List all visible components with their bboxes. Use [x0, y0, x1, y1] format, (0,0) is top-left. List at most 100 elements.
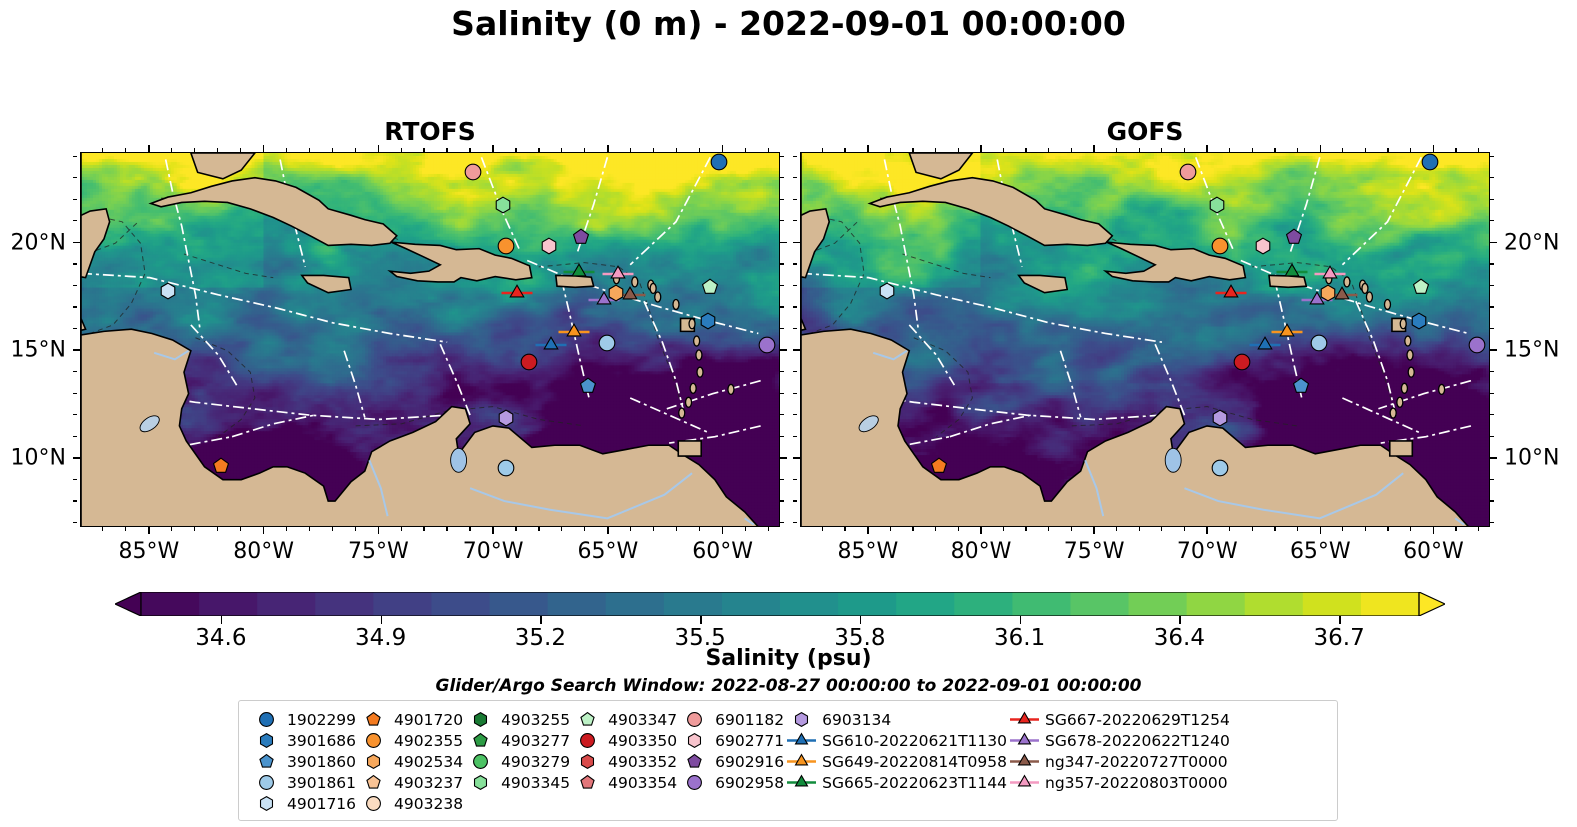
map-marker[interactable]: [497, 459, 514, 477]
legend-item[interactable]: 3901861: [249, 772, 356, 793]
legend-item[interactable]: 4903350: [570, 730, 677, 751]
legend-marker-icon: [784, 730, 818, 751]
legend-marker-icon: [677, 772, 711, 793]
map-marker[interactable]: [758, 336, 776, 354]
axis-tick: [889, 148, 891, 152]
map-marker[interactable]: [497, 409, 514, 427]
map-marker[interactable]: [497, 237, 514, 255]
legend-item[interactable]: 4901720: [356, 709, 463, 730]
axis-tick: [793, 327, 797, 330]
map-marker[interactable]: [1320, 284, 1337, 302]
legend-item-label: 4903347: [604, 711, 677, 729]
axis-tick: [793, 284, 797, 287]
legend-item[interactable]: 4903352: [570, 751, 677, 772]
legend-item[interactable]: 6902958: [677, 772, 784, 793]
map-marker[interactable]: [1275, 262, 1308, 280]
map-marker[interactable]: [1211, 409, 1228, 427]
legend-item[interactable]: 4903255: [463, 709, 570, 730]
map-marker[interactable]: [1410, 312, 1427, 330]
legend-item[interactable]: 4903237: [356, 772, 463, 793]
map-marker[interactable]: [1211, 459, 1228, 477]
legend-item[interactable]: 4903345: [463, 772, 570, 793]
axis-tick: [780, 500, 784, 502]
legend-item[interactable]: SG665-20220623T1144: [784, 772, 1007, 793]
map-marker[interactable]: [212, 457, 230, 474]
map-marker[interactable]: [563, 262, 596, 280]
map-marker[interactable]: [607, 284, 624, 302]
axis-tick: [216, 148, 219, 152]
x-axis-label: 85°W: [837, 539, 898, 564]
map-marker[interactable]: [573, 228, 590, 246]
axis-tick: [102, 148, 104, 152]
map-marker[interactable]: [1214, 284, 1247, 302]
axis-tick: [607, 145, 609, 152]
map-marker[interactable]: [701, 278, 718, 295]
legend-item[interactable]: 6902916: [677, 751, 784, 772]
legend-item[interactable]: 3901686: [249, 730, 356, 751]
map-marker[interactable]: [1233, 353, 1251, 371]
legend-item[interactable]: 4902534: [356, 751, 463, 772]
map-marker[interactable]: [1412, 278, 1429, 295]
legend-item[interactable]: 4903354: [570, 772, 677, 793]
map-marker[interactable]: [520, 353, 537, 371]
map-canvas-rtofs[interactable]: [80, 152, 780, 527]
legend-item[interactable]: 4903277: [463, 730, 570, 751]
map-marker[interactable]: [602, 264, 635, 282]
legend-item[interactable]: SG610-20220621T1130: [784, 730, 1007, 751]
map-marker[interactable]: [1421, 153, 1439, 170]
legend-item[interactable]: 1902299: [249, 709, 356, 730]
legend-item[interactable]: 6903134: [784, 709, 1007, 730]
legend-item[interactable]: 4901716: [249, 793, 356, 814]
axis-tick: [1432, 527, 1435, 534]
map-marker[interactable]: [1292, 377, 1310, 394]
axis-tick: [1161, 527, 1163, 531]
legend-item[interactable]: SG649-20220814T0958: [784, 751, 1007, 772]
axis-tick: [446, 527, 448, 531]
axis-tick: [780, 349, 787, 352]
map-marker[interactable]: [710, 153, 728, 170]
legend-item[interactable]: ng357-20220803T0000: [1007, 772, 1230, 793]
colorbar-tick: [859, 616, 862, 624]
map-marker[interactable]: [1286, 228, 1303, 246]
map-marker[interactable]: [1271, 322, 1304, 340]
legend-item[interactable]: SG667-20220629T1254: [1007, 709, 1230, 730]
legend-marker-icon: [463, 772, 497, 793]
legend-item[interactable]: 4903238: [356, 793, 463, 814]
axis-tick: [73, 435, 77, 437]
legend-item[interactable]: 6901182: [677, 709, 784, 730]
map-marker[interactable]: [501, 284, 534, 302]
map-marker[interactable]: [558, 322, 591, 340]
map-marker[interactable]: [1179, 164, 1197, 181]
axis-tick: [584, 527, 586, 531]
map-marker[interactable]: [541, 237, 558, 255]
legend-item[interactable]: ng347-20220727T0000: [1007, 751, 1230, 772]
legend-item[interactable]: SG678-20220622T1240: [1007, 730, 1230, 751]
map-marker[interactable]: [1209, 196, 1226, 214]
map-canvas-gofs[interactable]: [800, 152, 1490, 527]
map-marker[interactable]: [1310, 334, 1328, 352]
map-marker[interactable]: [1211, 237, 1228, 255]
map-marker[interactable]: [495, 196, 512, 214]
legend-item[interactable]: 4903279: [463, 751, 570, 772]
map-marker[interactable]: [580, 377, 597, 394]
map-marker[interactable]: [930, 457, 948, 474]
map-marker[interactable]: [160, 282, 177, 300]
map-marker[interactable]: [465, 164, 482, 181]
colorbar-tick: [700, 616, 702, 624]
legend-item[interactable]: 4903347: [570, 709, 677, 730]
axis-tick: [73, 349, 80, 352]
legend-item[interactable]: 4902355: [356, 730, 463, 751]
axis-tick: [1490, 220, 1494, 222]
map-marker[interactable]: [1254, 237, 1271, 255]
legend-item[interactable]: 3901860: [249, 751, 356, 772]
coastlines-rtofs: [81, 153, 761, 526]
axis-tick: [73, 220, 77, 222]
map-marker[interactable]: [878, 282, 895, 300]
legend-item[interactable]: 6902771: [677, 730, 784, 751]
map-marker[interactable]: [699, 312, 716, 330]
map-marker[interactable]: [1314, 264, 1347, 282]
map-marker[interactable]: [535, 335, 568, 353]
map-marker[interactable]: [1248, 335, 1281, 353]
map-marker[interactable]: [1469, 336, 1486, 354]
map-marker[interactable]: [598, 334, 615, 352]
